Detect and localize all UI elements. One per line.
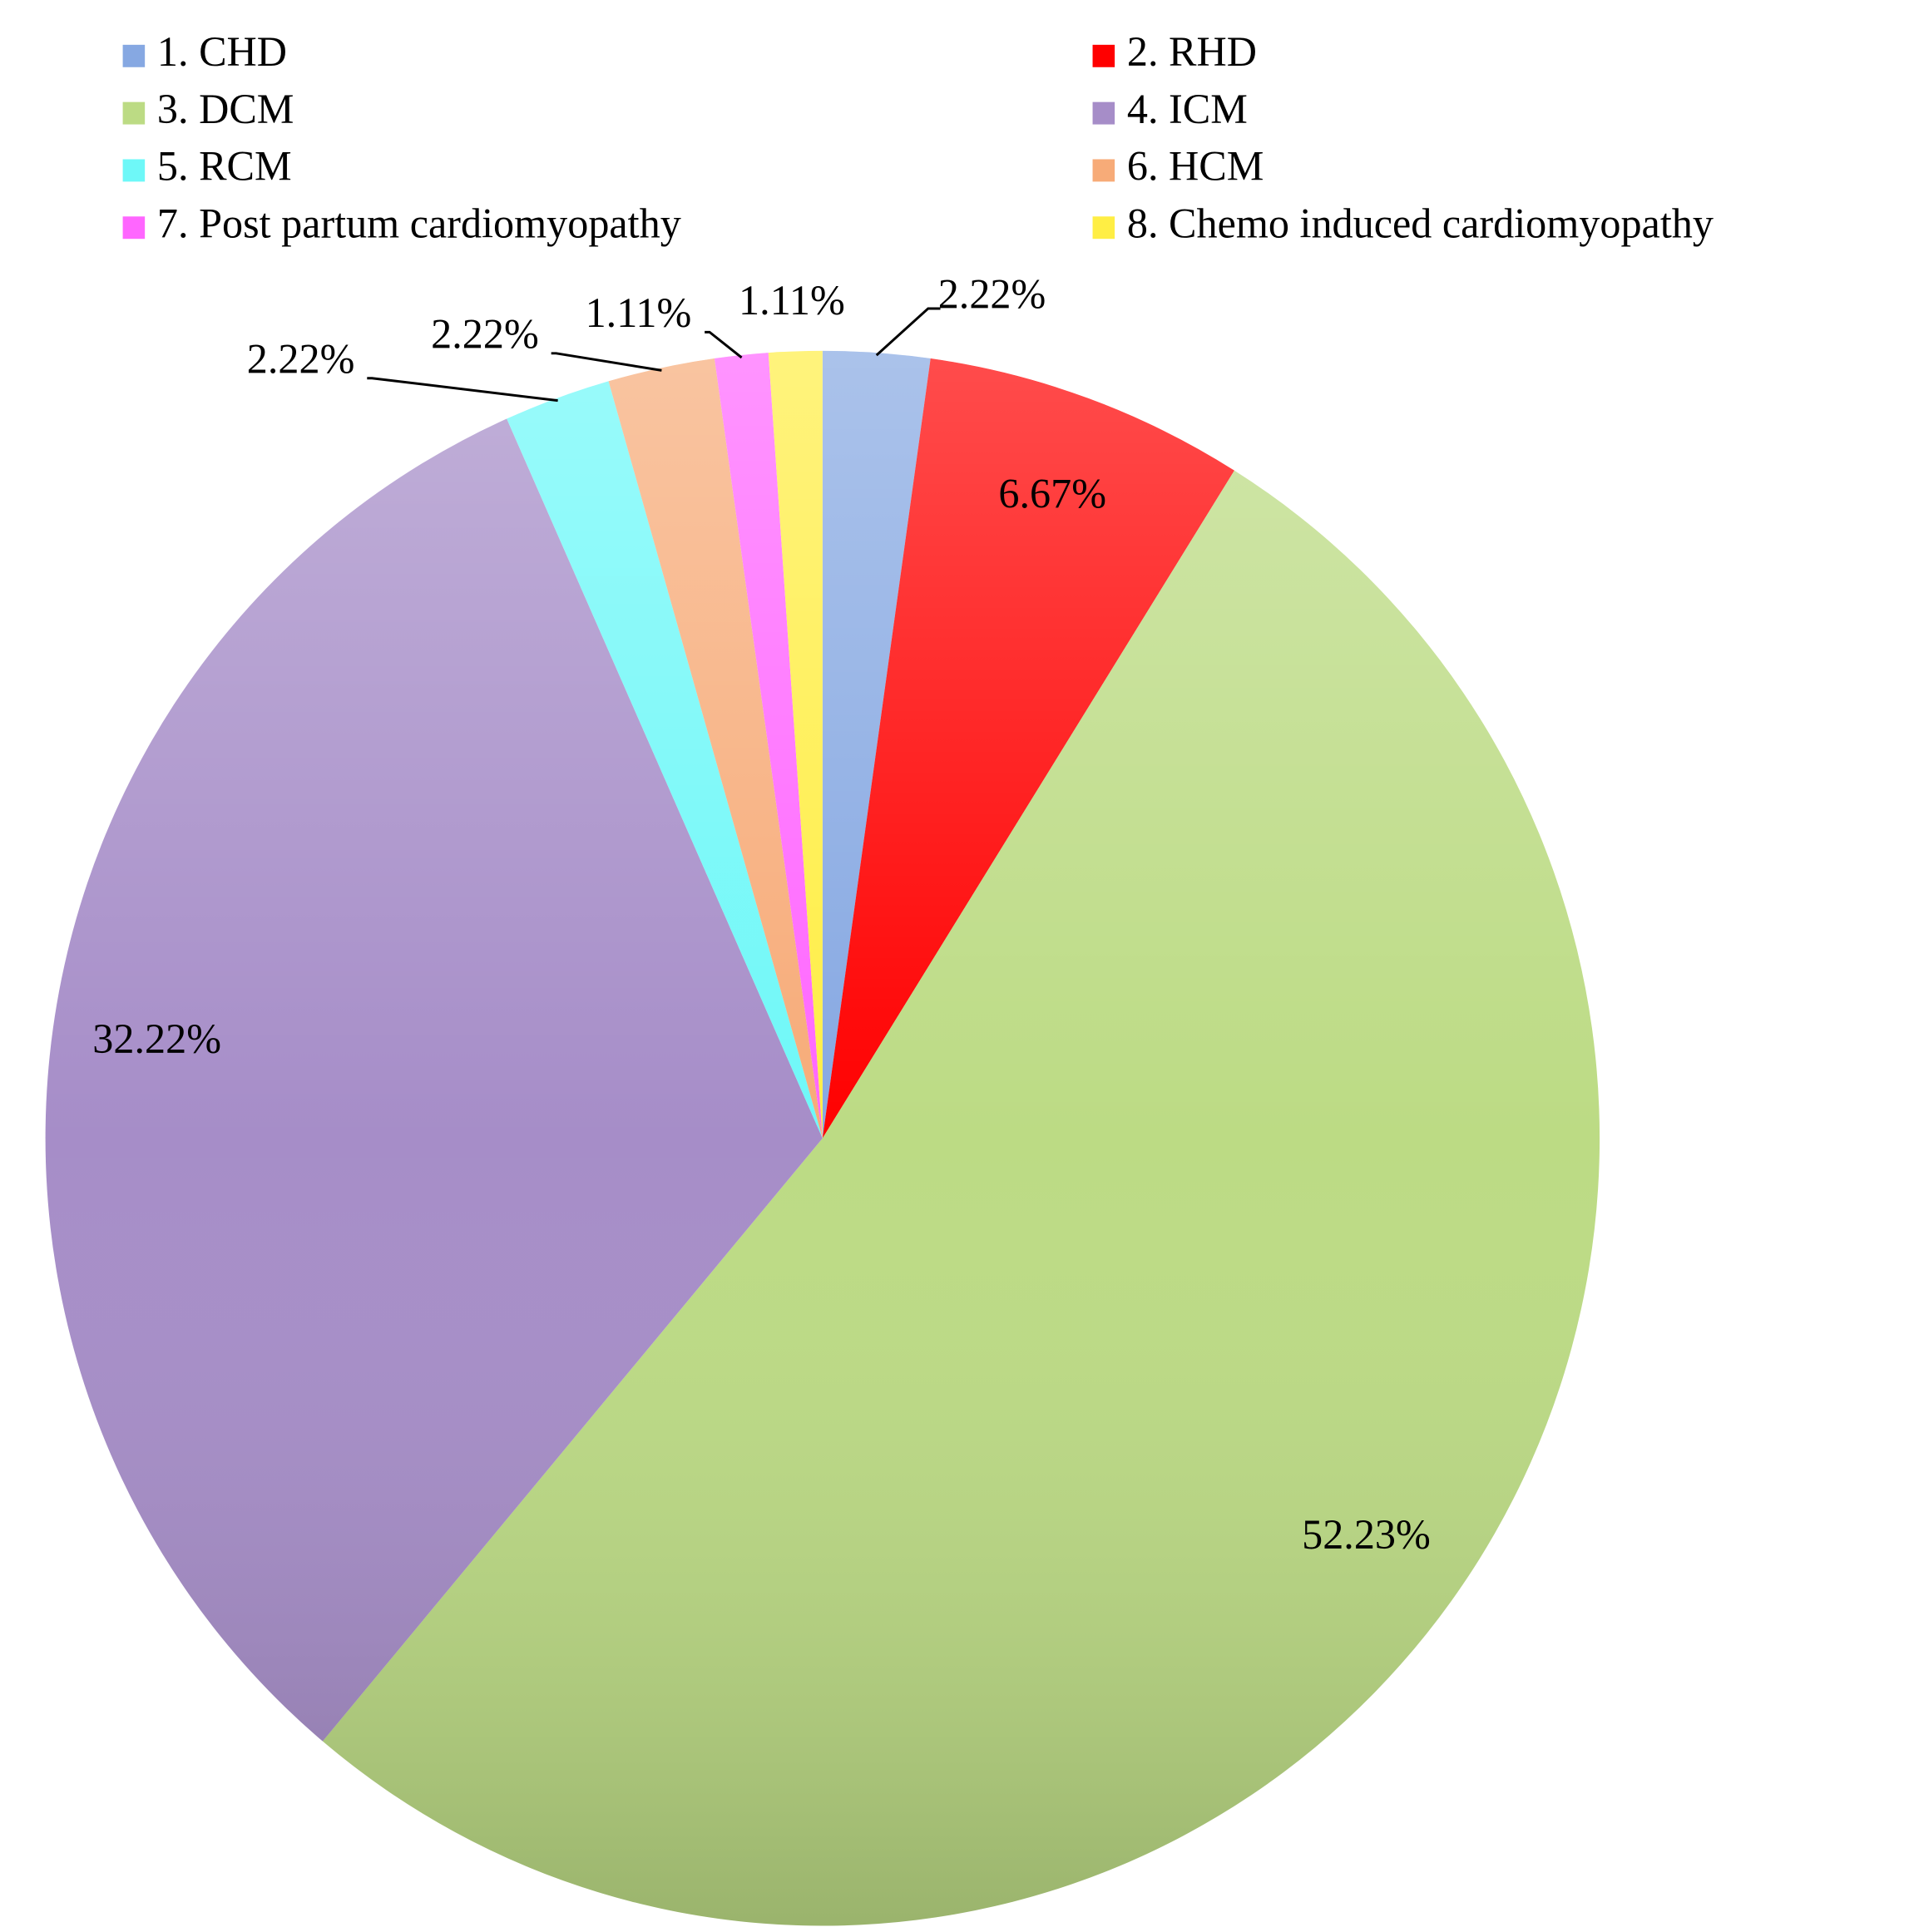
legend-label: 1. CHD xyxy=(157,28,287,75)
data-label: 32.22% xyxy=(92,1015,221,1062)
legend-swatch xyxy=(1092,159,1115,182)
pie xyxy=(45,350,1600,1926)
legend-swatch xyxy=(1092,101,1115,125)
data-label: 2.22% xyxy=(431,310,539,357)
leader-line xyxy=(875,307,941,357)
legend-label: 3. DCM xyxy=(157,85,294,131)
legend-swatch xyxy=(122,101,146,125)
data-label: 6.67% xyxy=(998,470,1106,516)
legend-swatch xyxy=(1092,216,1115,240)
data-label: 2.22% xyxy=(938,270,1046,317)
leader-line xyxy=(551,352,662,372)
legend-swatch xyxy=(1092,44,1115,67)
legend-label: 4. ICM xyxy=(1127,85,1248,131)
legend-swatch xyxy=(122,159,146,182)
legend-label: 6. HCM xyxy=(1127,142,1264,189)
legend-swatch xyxy=(122,44,146,67)
leader-line xyxy=(367,377,558,403)
data-label: 2.22% xyxy=(247,335,355,382)
data-label: 52.23% xyxy=(1302,1511,1431,1558)
legend-swatch xyxy=(122,216,146,240)
data-label: 1.11% xyxy=(739,277,845,324)
legend-label: 7. Post partum cardiomyopathy xyxy=(157,200,682,246)
legend-label: 8. Chemo induced cardiomyopathy xyxy=(1127,200,1714,246)
data-label: 1.11% xyxy=(586,289,692,336)
legend-label: 2. RHD xyxy=(1127,28,1257,75)
labels: 1. CHD 2. RHD 3. DCM 4. ICM 5. RCM 6. HCM 7. P… xyxy=(92,28,1714,1558)
legend-label: 5. RCM xyxy=(157,142,292,189)
leader-line xyxy=(705,330,743,359)
